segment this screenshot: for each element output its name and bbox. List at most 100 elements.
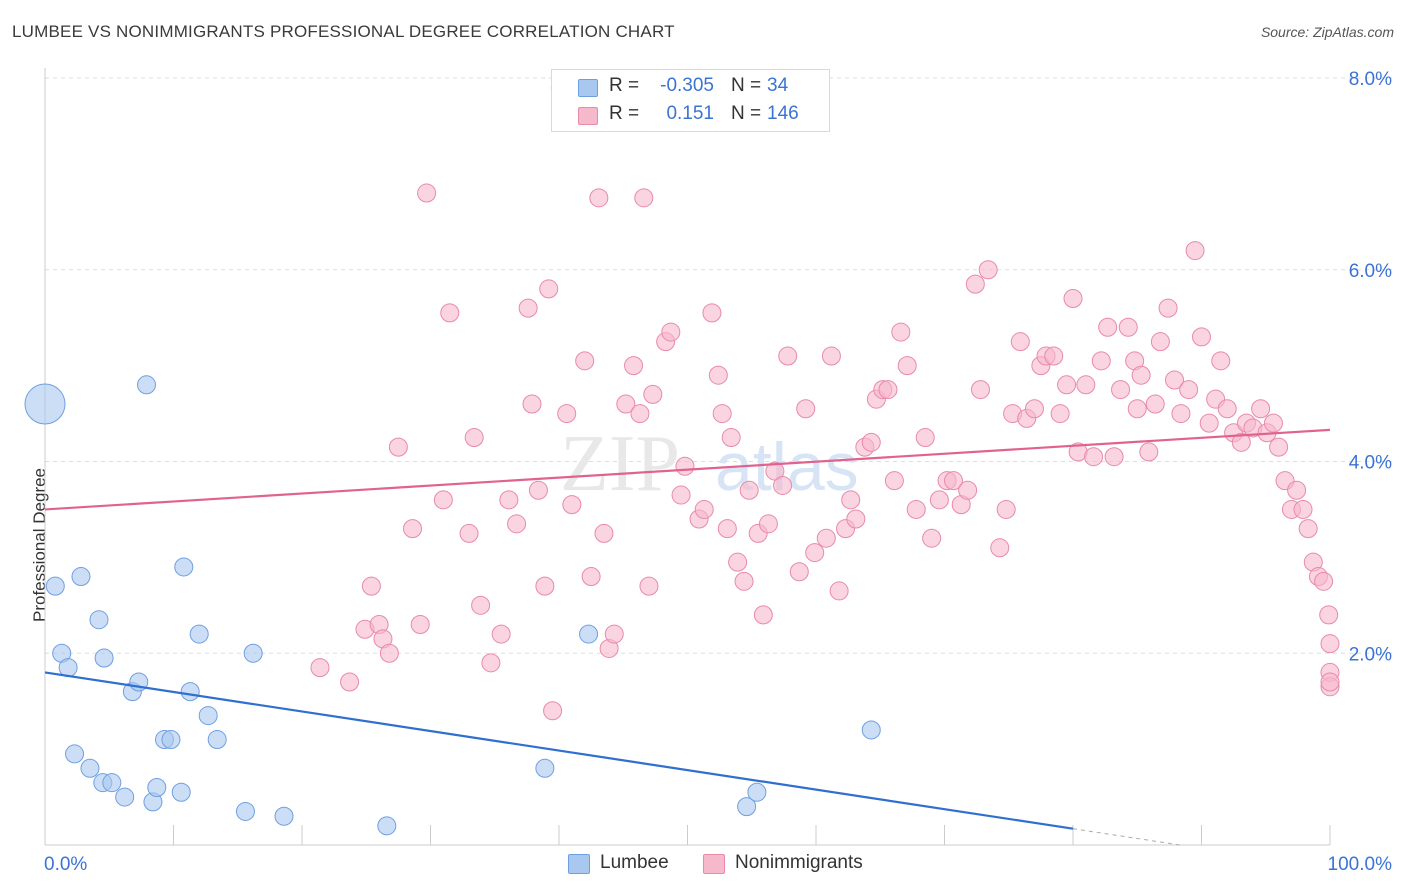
legend-n-value: 34 <box>767 75 789 96</box>
lumbee-legend-label: Lumbee <box>600 852 669 873</box>
nonimmigrants-point <box>522 394 542 414</box>
nonimmigrants-point <box>829 581 849 601</box>
nonimmigrants-point <box>821 346 841 366</box>
nonimmigrants-point <box>616 394 636 414</box>
nonimmigrants-point <box>639 576 659 596</box>
nonimmigrants-point <box>970 380 990 400</box>
nonimmigrants-point <box>1179 380 1199 400</box>
nonimmigrants-point <box>1251 399 1271 419</box>
nonimmigrants-point <box>675 456 695 476</box>
nonimmigrants-point <box>557 404 577 424</box>
lumbee-point <box>243 643 263 663</box>
lumbee-trendline-extension <box>1072 828 1181 846</box>
nonimmigrants-point <box>1024 399 1044 419</box>
nonimmigrants-point <box>1185 241 1205 261</box>
nonimmigrants-point <box>906 499 926 519</box>
nonimmigrants-point <box>1269 437 1289 457</box>
lumbee-point <box>94 648 114 668</box>
nonimmigrants-point <box>1314 571 1334 591</box>
nonimmigrants-point <box>1211 351 1231 371</box>
nonimmigrants-point <box>805 543 825 563</box>
lumbee-point <box>71 567 91 587</box>
nonimmigrants-point <box>1104 447 1124 467</box>
legend-r-label: R = <box>609 103 640 124</box>
nonimmigrants-point <box>1165 370 1185 390</box>
nonimmigrants-point <box>1010 332 1030 352</box>
nonimmigrants-point <box>1231 432 1251 452</box>
nonimmigrants-point <box>379 643 399 663</box>
lumbee-point <box>747 782 767 802</box>
lumbee-point <box>171 782 191 802</box>
nonimmigrants-point <box>661 322 681 342</box>
lumbee-point <box>737 797 757 817</box>
nonimmigrants-point <box>1320 634 1340 654</box>
nonimmigrants-point <box>624 356 644 376</box>
nonimmigrants-point <box>878 380 898 400</box>
nonimmigrants-point <box>499 490 519 510</box>
legend-r-value: -0.305 <box>660 75 714 96</box>
lumbee-swatch <box>578 79 598 97</box>
source-label: Source: ZipAtlas.com <box>1260 24 1394 40</box>
lumbee-point <box>535 758 555 778</box>
nonimmigrants-point <box>1199 413 1219 433</box>
nonimmigrants-point <box>915 428 935 448</box>
nonimmigrants-point <box>884 471 904 491</box>
nonimmigrants-point <box>1192 327 1211 347</box>
nonimmigrants-point <box>340 672 360 692</box>
nonimmigrants-point <box>1127 399 1147 419</box>
lumbee-point <box>65 744 85 764</box>
y-tick-label: 4.0% <box>1349 453 1392 474</box>
nonimmigrants-point <box>702 303 722 323</box>
nonimmigrants-point <box>753 605 773 625</box>
nonimmigrants-point <box>1131 365 1151 385</box>
nonimmigrants-point <box>539 279 559 299</box>
nonimmigrants-point <box>758 514 778 534</box>
nonimmigrants-point <box>1217 399 1237 419</box>
nonimmigrants-point <box>481 653 501 673</box>
legend-row-nonimmigrants: R = 0.151 N = 146 <box>552 101 829 127</box>
nonimmigrants-point <box>634 188 654 208</box>
nonimmigrants-point <box>1287 480 1307 500</box>
nonimmigrants-point <box>922 528 942 548</box>
nonimmigrants-point <box>728 552 748 572</box>
nonimmigrants-point <box>891 322 911 342</box>
nonimmigrants-point <box>773 475 793 495</box>
nonimmigrants-point <box>594 523 614 543</box>
lumbee-point <box>147 777 167 797</box>
nonimmigrants-point <box>310 658 330 678</box>
lumbee-point <box>189 624 209 644</box>
correlation-legend: R = -0.305 N = 34 R = 0.151 N = 146 <box>551 69 830 132</box>
watermark-zip: ZIP <box>560 420 680 508</box>
lumbee-point <box>377 816 397 836</box>
nonimmigrants-point <box>403 519 423 539</box>
nonimmigrants-point <box>433 490 453 510</box>
lumbee-point <box>80 758 100 778</box>
legend-n-value: 146 <box>767 103 799 124</box>
nonimmigrants-legend-label: Nonimmigrants <box>735 852 863 873</box>
lumbee-point <box>115 787 135 807</box>
legend-n-label: N = <box>731 75 762 96</box>
x-tick-label: 0.0% <box>44 854 87 875</box>
nonimmigrants-point <box>1320 672 1340 692</box>
nonimmigrants-trendline <box>44 428 1331 511</box>
nonimmigrants-point <box>708 365 728 385</box>
nonimmigrants-point <box>996 499 1016 519</box>
nonimmigrants-point <box>1171 404 1191 424</box>
nonimmigrants-point <box>471 595 491 615</box>
nonimmigrants-point <box>816 528 836 548</box>
lumbee-point <box>45 576 65 596</box>
nonimmigrants-point <box>1050 404 1070 424</box>
nonimmigrants-point <box>589 188 609 208</box>
nonimmigrants-point <box>581 567 601 587</box>
nonimmigrants-point <box>1111 380 1131 400</box>
nonimmigrants-point <box>861 432 881 452</box>
nonimmigrants-swatch <box>578 107 598 125</box>
nonimmigrants-point <box>388 437 408 457</box>
nonimmigrants-point <box>1063 289 1083 309</box>
lumbee-point <box>198 706 218 726</box>
nonimmigrants-point <box>535 576 555 596</box>
lumbee-point <box>235 801 255 821</box>
nonimmigrants-point <box>712 404 732 424</box>
nonimmigrants-legend-swatch <box>703 854 725 874</box>
